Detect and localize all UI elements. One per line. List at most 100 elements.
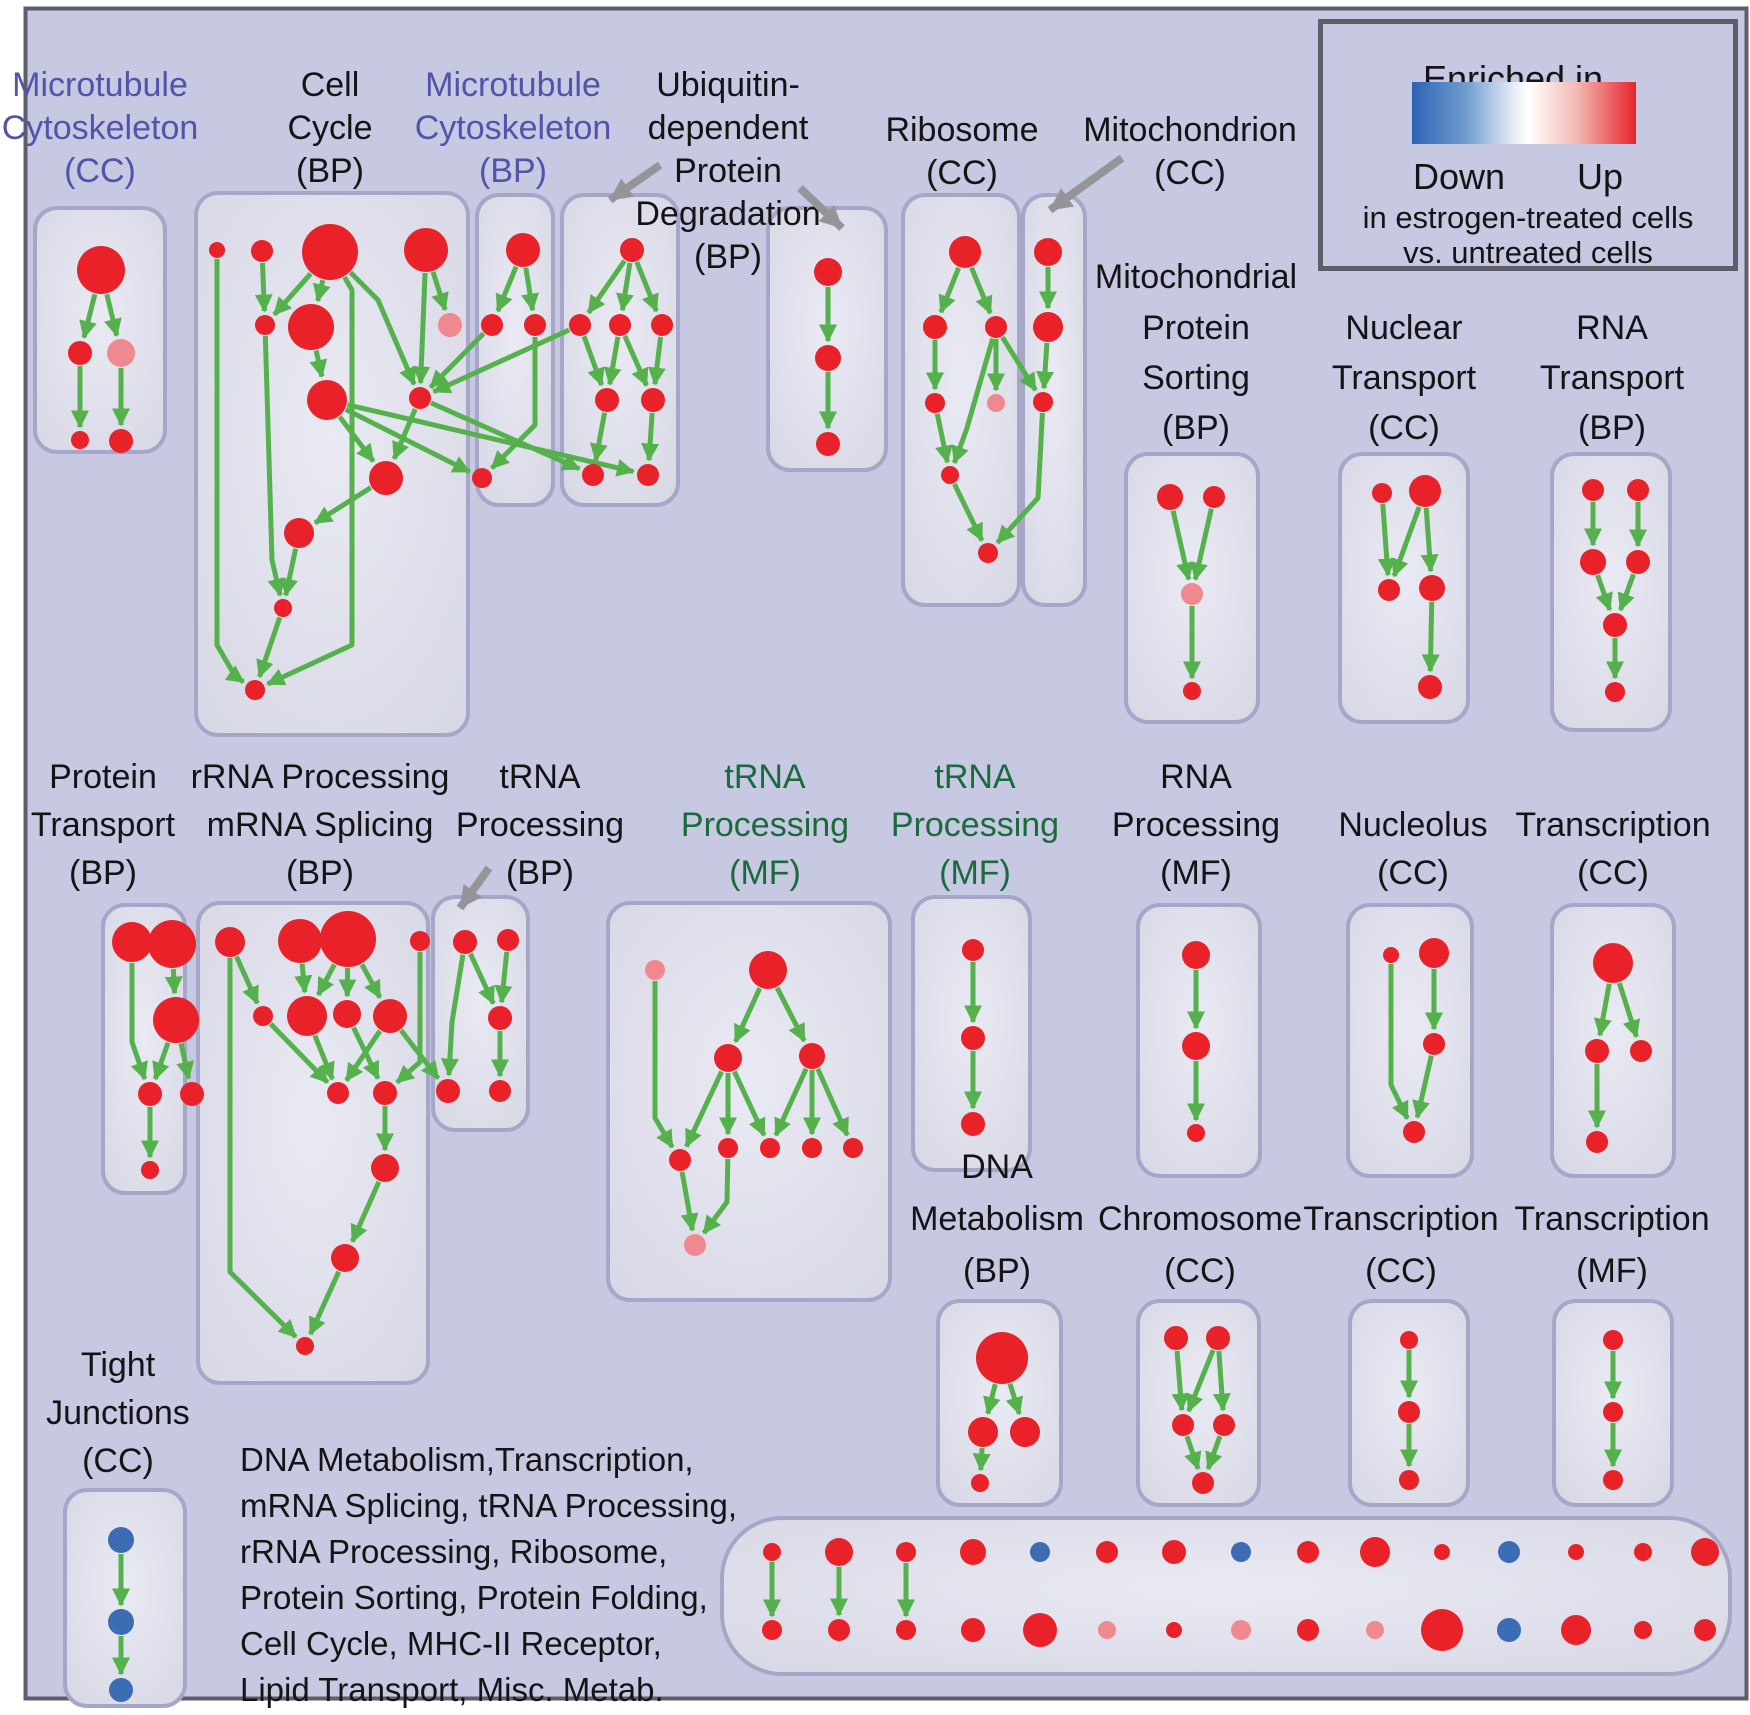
go-term-node-trnabp-m4 <box>436 1079 460 1103</box>
go-term-node-multi-z8 <box>1231 1620 1251 1640</box>
go-term-node-nuctrans-i1 <box>1372 483 1392 503</box>
go-term-node-trnamf1-ne <box>843 1138 863 1158</box>
cluster-label-transcc1: Transcription (CC) <box>1515 806 1710 892</box>
edge-nuctrans-i4-i5 <box>1421 601 1440 673</box>
go-term-node-rrna-l7 <box>333 1000 361 1028</box>
go-term-node-dnamet-s4 <box>971 1474 989 1492</box>
go-term-node-trnamf1-nc <box>760 1138 780 1158</box>
edge-ubiq1-d3-d6 <box>622 334 649 387</box>
edge-cellcycle-b4-b9 <box>412 272 431 385</box>
go-term-node-trnabp-m5 <box>489 1080 511 1102</box>
go-term-node-nuctrans-i4 <box>1419 575 1445 601</box>
go-term-node-prottrans-k2 <box>148 920 196 968</box>
go-term-node-multi-a2 <box>825 1538 853 1566</box>
go-term-node-trnamf1-nmr <box>799 1043 825 1069</box>
go-term-node-tightjunc-w2 <box>108 1609 134 1635</box>
edge-cellcycle-b3-b5 <box>272 271 313 317</box>
go-term-node-multi-a6 <box>1096 1541 1118 1563</box>
edge-rrna-l2-l6 <box>294 963 313 994</box>
edge-dnamet-s1-s2 <box>983 1383 1001 1416</box>
edge-ribosome-f6-f7 <box>952 482 985 542</box>
go-term-node-rrna-l3 <box>320 911 376 967</box>
go-term-node-trnamf2-o1 <box>962 939 984 961</box>
go-term-node-multi-a14 <box>1634 1543 1652 1561</box>
go-term-node-multi-a1 <box>763 1543 781 1561</box>
edge-rrna-l11-l12 <box>350 1180 382 1243</box>
go-term-node-mtcc-a <box>77 246 125 294</box>
cluster-box-mtcc <box>33 206 167 454</box>
go-term-node-mps-h1 <box>1157 484 1183 510</box>
go-term-node-ribosome-f4 <box>925 393 945 413</box>
go-term-node-chrom-t2 <box>1206 1326 1230 1350</box>
go-term-node-trnamf1-nb <box>749 951 787 989</box>
cluster-label-mtcc: Microtubule Cytoskeleton (CC) <box>2 66 199 190</box>
go-term-node-rrna-l5 <box>253 1006 273 1026</box>
edge-prottrans-k3-k4 <box>152 1041 171 1081</box>
go-term-node-multi-a9 <box>1297 1541 1319 1563</box>
go-term-node-nuctrans-i5 <box>1418 675 1442 699</box>
edge-dnamet-s2-s4 <box>972 1447 991 1472</box>
go-term-node-multi-a4 <box>960 1539 986 1565</box>
edge-trnamf1-nmr-nc <box>773 1067 809 1137</box>
edge-mito-g2-g3 <box>1036 342 1055 390</box>
cluster-label-trnamf1: tRNA Processing (MF) <box>681 758 849 892</box>
go-term-node-rrna-l9 <box>327 1082 349 1104</box>
go-term-node-rrna-l6 <box>287 996 327 1036</box>
go-term-node-rrna-l11 <box>371 1154 399 1182</box>
go-term-node-ribosome-f7 <box>978 543 998 563</box>
edge-ubiq1-d6-d8 <box>641 412 660 462</box>
go-term-node-transcc1-r1 <box>1593 943 1633 983</box>
go-term-node-prottrans-k5 <box>180 1082 204 1106</box>
note-line: Lipid Transport, Misc. Metab. <box>240 1671 664 1708</box>
go-term-node-cellcycle-b7 <box>438 313 462 337</box>
cluster-label-chrom: Chromosome (CC) <box>1098 1200 1302 1290</box>
go-term-node-cellcycle-b4 <box>404 228 448 272</box>
cluster-label-nuctrans: Nuclear Transport (CC) <box>1332 309 1477 447</box>
layer-pointer-arrows <box>456 154 1125 911</box>
edge-nuctrans-i2-i4 <box>1420 507 1439 573</box>
go-term-node-ubiq1-d7 <box>582 464 604 486</box>
go-term-node-mtcc-b <box>68 341 92 365</box>
go-term-node-cellcycle-b10 <box>369 461 403 495</box>
edge-ubiq1-d1-d4 <box>634 261 659 313</box>
go-term-node-ubiq1-d5 <box>595 388 619 412</box>
uncircled-categories-note: DNA Metabolism,Transcription, mRNA Splic… <box>240 1437 737 1713</box>
go-term-node-trnamf2-o3 <box>961 1112 985 1136</box>
go-term-node-transcc1-r4 <box>1586 1131 1608 1153</box>
go-term-node-chrom-t3 <box>1172 1414 1194 1436</box>
go-term-node-mito-g2 <box>1033 312 1063 342</box>
go-term-node-multi-z3 <box>896 1620 916 1640</box>
go-term-node-cellcycle-b12 <box>274 599 292 617</box>
edge-mps-h1-h3 <box>1170 510 1194 581</box>
layer-labels: Microtubule Cytoskeleton (CC) Cell Cycle (BP)… <box>2 66 1711 1480</box>
cluster-label-rrna: rRNA Processing mRNA Splicing (BP) <box>191 758 450 892</box>
label-pointer-arrow-1 <box>607 161 663 204</box>
go-term-node-nucleolus-q4 <box>1403 1121 1425 1143</box>
go-term-node-mps-h4 <box>1183 682 1201 700</box>
edge-nuctrans-i1-i3 <box>1377 503 1396 577</box>
cluster-label-mito: Mitochondrion (CC) <box>1083 111 1297 192</box>
go-term-node-prottrans-k6 <box>141 1161 159 1179</box>
go-term-node-multi-a5 <box>1030 1542 1050 1562</box>
go-term-node-ubiq1-d8 <box>637 464 659 486</box>
go-term-node-rnatrans-j4 <box>1626 550 1650 574</box>
go-term-node-multi-a15 <box>1691 1538 1719 1566</box>
edge-trnabp-m1-m4 <box>440 954 466 1077</box>
go-term-node-multi-z1 <box>762 1620 782 1640</box>
cluster-label-nucleolus: Nucleolus (CC) <box>1338 806 1487 892</box>
edge-trnamf1-na-npb <box>679 1171 699 1232</box>
edge-nucleolus-q3-q4 <box>1412 1055 1434 1119</box>
edge-transcc1-r1-r3 <box>1616 982 1641 1039</box>
edge-cellcycle-b6-b8 <box>309 349 328 379</box>
cluster-box-nuctrans <box>1338 452 1470 724</box>
go-term-node-dnamet-s1 <box>976 1332 1028 1384</box>
go-term-node-transmf-v2 <box>1603 1402 1623 1422</box>
cluster-label-tightjunc: Tight Junctions (CC) <box>46 1346 190 1480</box>
go-term-node-rrna-l1 <box>215 927 245 957</box>
go-term-node-mtbp-c4 <box>472 468 492 488</box>
legend-caption-line2: vs. untreated cells <box>1403 235 1653 270</box>
edge-rrna-l6-l9 <box>312 1034 335 1081</box>
go-term-node-cellcycle-b2 <box>251 240 273 262</box>
go-term-node-rnamf-p2 <box>1182 1032 1210 1060</box>
go-term-node-rrna-l13 <box>296 1337 314 1355</box>
